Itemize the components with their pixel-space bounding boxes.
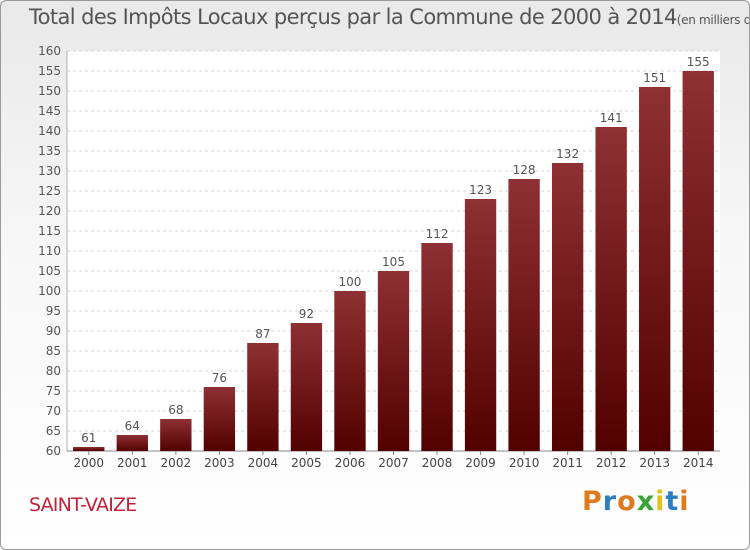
bar bbox=[203, 387, 236, 451]
brand-letter: o bbox=[617, 486, 637, 517]
y-tick-label: 75 bbox=[46, 384, 61, 398]
brand-logo: Proxiti bbox=[582, 486, 690, 517]
x-tick-label: 2007 bbox=[378, 456, 409, 470]
y-tick-label: 150 bbox=[38, 84, 61, 98]
y-tick-label: 110 bbox=[38, 244, 61, 258]
y-tick-label: 125 bbox=[38, 184, 61, 198]
commune-name: SAINT-VAIZE bbox=[29, 494, 137, 516]
x-tick-label: 2009 bbox=[465, 456, 496, 470]
x-tick-label: 2003 bbox=[204, 456, 235, 470]
bar-value-label: 87 bbox=[255, 327, 270, 341]
x-tick-label: 2014 bbox=[683, 456, 714, 470]
bar-value-label: 123 bbox=[469, 183, 492, 197]
y-tick-label: 60 bbox=[46, 444, 61, 458]
brand-letter: i bbox=[655, 486, 666, 517]
y-tick-label: 105 bbox=[38, 264, 61, 278]
bar bbox=[639, 87, 671, 451]
bar bbox=[116, 435, 148, 451]
x-tick-label: 2010 bbox=[509, 456, 540, 470]
bar-value-label: 100 bbox=[339, 275, 362, 289]
y-tick-label: 140 bbox=[38, 124, 61, 138]
bar-value-label: 132 bbox=[556, 147, 579, 161]
y-tick-label: 135 bbox=[38, 144, 61, 158]
bar bbox=[377, 271, 410, 451]
y-tick-label: 120 bbox=[38, 204, 61, 218]
brand-letter: i bbox=[679, 486, 690, 517]
brand-letter: P bbox=[582, 486, 603, 517]
x-tick-label: 2002 bbox=[161, 456, 192, 470]
x-tick-label: 2001 bbox=[117, 456, 148, 470]
title-main: Total des Impôts Locaux perçus par la Co… bbox=[29, 5, 677, 29]
x-tick-label: 2011 bbox=[552, 456, 583, 470]
y-tick-label: 130 bbox=[38, 164, 61, 178]
bar-value-label: 128 bbox=[513, 163, 536, 177]
bar-value-label: 105 bbox=[382, 255, 405, 269]
bar bbox=[160, 419, 192, 451]
bar bbox=[421, 243, 453, 451]
x-tick-label: 2005 bbox=[291, 456, 322, 470]
y-tick-label: 65 bbox=[46, 424, 61, 438]
y-tick-label: 85 bbox=[46, 344, 61, 358]
bar-value-label: 68 bbox=[168, 403, 183, 417]
bar-value-label: 155 bbox=[687, 55, 710, 69]
y-tick-label: 160 bbox=[38, 44, 61, 58]
bar-value-label: 112 bbox=[426, 227, 449, 241]
brand-letter: t bbox=[665, 486, 680, 517]
bar bbox=[595, 127, 627, 451]
x-tick-label: 2013 bbox=[639, 456, 670, 470]
y-tick-label: 90 bbox=[46, 324, 61, 338]
bar-value-label: 151 bbox=[643, 71, 666, 85]
y-tick-label: 80 bbox=[46, 364, 61, 378]
x-tick-label: 2006 bbox=[335, 456, 366, 470]
y-tick-label: 70 bbox=[46, 404, 61, 418]
y-tick-label: 115 bbox=[38, 224, 61, 238]
bar bbox=[290, 323, 323, 451]
bar bbox=[334, 291, 366, 451]
x-tick-label: 2004 bbox=[248, 456, 279, 470]
y-tick-label: 145 bbox=[38, 104, 61, 118]
brand-letter: r bbox=[602, 486, 618, 517]
bar-value-label: 61 bbox=[81, 431, 96, 445]
title-unit: (en milliers d'€) bbox=[676, 13, 749, 27]
bar bbox=[464, 199, 497, 451]
y-tick-label: 100 bbox=[38, 284, 61, 298]
brand-letter: x bbox=[636, 486, 656, 517]
y-tick-label: 155 bbox=[38, 64, 61, 78]
bar-value-label: 76 bbox=[212, 371, 227, 385]
bar bbox=[682, 71, 714, 451]
x-tick-label: 2008 bbox=[422, 456, 453, 470]
bar bbox=[247, 343, 279, 451]
bar bbox=[508, 179, 540, 451]
chart-title: Total des Impôts Locaux perçus par la Co… bbox=[29, 5, 749, 29]
bar bbox=[551, 163, 584, 451]
x-tick-label: 2012 bbox=[596, 456, 627, 470]
y-tick-label: 95 bbox=[46, 304, 61, 318]
bar-value-label: 92 bbox=[299, 307, 314, 321]
bar-value-label: 64 bbox=[125, 419, 140, 433]
bar-value-label: 141 bbox=[600, 111, 623, 125]
bar bbox=[73, 447, 105, 451]
x-tick-label: 2000 bbox=[73, 456, 104, 470]
